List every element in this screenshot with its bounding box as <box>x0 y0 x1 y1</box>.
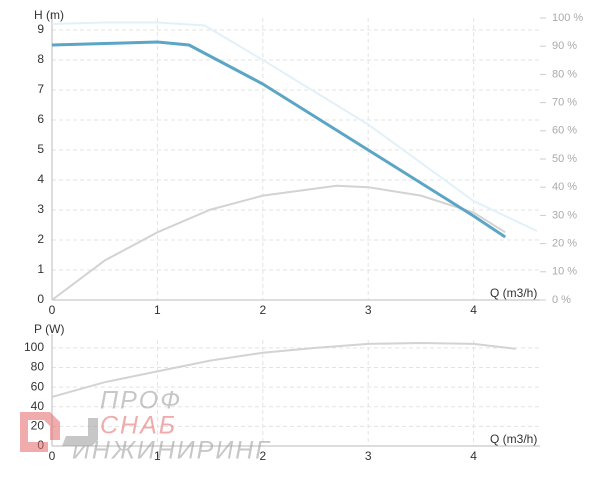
y2-tick-label: 0 % <box>552 294 571 306</box>
y-tick-label: 2 <box>37 232 44 246</box>
y-tick-label: 4 <box>37 172 44 186</box>
y2-tick-label: 20 % <box>552 238 577 250</box>
y-tick-label: 8 <box>37 52 44 66</box>
x-axis-label: Q (m3/h) <box>490 286 537 300</box>
y-axis-label: H (m) <box>34 8 64 22</box>
logo <box>20 412 60 452</box>
watermark-text: ПРОФ <box>100 387 182 415</box>
y-tick-label: 40 <box>31 399 45 413</box>
series-line <box>51 184 506 301</box>
y2-tick-label: 70 % <box>552 97 577 109</box>
y-tick-label: 3 <box>37 202 44 216</box>
watermark-text: СНАБ <box>100 412 177 440</box>
x-tick-label: 3 <box>365 303 372 317</box>
y2-tick-label: 80 % <box>552 68 577 80</box>
y-tick-label: 80 <box>31 360 45 374</box>
y-axis-label: P (W) <box>34 322 64 336</box>
y2-tick-label: 30 % <box>552 209 577 221</box>
y2-tick-label: 40 % <box>552 181 577 193</box>
y-tick-label: 6 <box>37 112 44 126</box>
y2-tick-label: 50 % <box>552 153 577 165</box>
y-tick-label: 7 <box>37 82 44 96</box>
x-tick-label: 0 <box>49 303 56 317</box>
x-tick-label: 1 <box>154 449 161 463</box>
y-tick-label: 100 <box>24 340 44 354</box>
y-tick-label: 20 <box>31 419 45 433</box>
x-tick-label: 2 <box>259 449 266 463</box>
y2-tick-label: 60 % <box>552 125 577 137</box>
y-tick-label: 0 <box>37 292 44 306</box>
logo <box>62 418 98 446</box>
x-tick-label: 4 <box>470 449 477 463</box>
y-tick-label: 60 <box>31 379 45 393</box>
x-axis-label: Q (m3/h) <box>490 432 537 446</box>
x-tick-label: 2 <box>259 303 266 317</box>
series-line <box>51 21 538 232</box>
x-tick-label: 4 <box>470 303 477 317</box>
y-tick-label: 5 <box>37 142 44 156</box>
series-line <box>51 40 507 239</box>
y2-tick-label: 10 % <box>552 266 577 278</box>
y-tick-label: 9 <box>37 22 44 36</box>
y-tick-label: 1 <box>37 262 44 276</box>
y2-tick-label: 90 % <box>552 40 577 52</box>
series-line <box>51 341 516 398</box>
y2-tick-label: 100 % <box>552 12 583 24</box>
watermark: ПРОФ СНАБ ИНЖИНИРИНГ <box>20 387 271 465</box>
x-tick-label: 1 <box>154 303 161 317</box>
x-tick-label: 0 <box>49 449 56 463</box>
x-tick-label: 3 <box>365 449 372 463</box>
watermark-text: ИНЖИНИРИНГ <box>72 437 271 465</box>
